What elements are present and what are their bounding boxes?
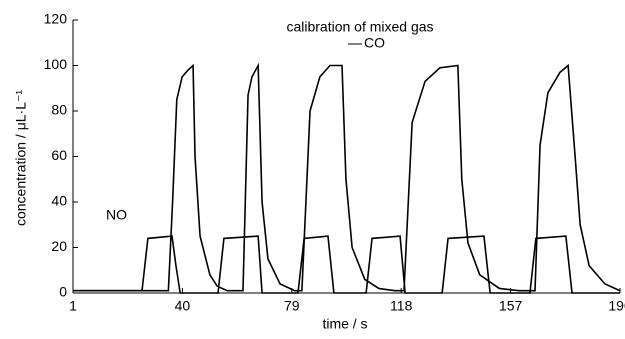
y-tick-label: 40 bbox=[51, 193, 67, 209]
x-tick-label: 40 bbox=[175, 298, 191, 314]
data-line bbox=[73, 235, 620, 294]
y-tick-label: 100 bbox=[44, 56, 68, 72]
y-tick-label: 20 bbox=[51, 238, 67, 254]
y-tick-label: 60 bbox=[51, 147, 67, 163]
x-tick-label: 79 bbox=[284, 298, 300, 314]
y-axis-label: concentration / μL·L⁻¹ bbox=[13, 90, 29, 226]
y-tick-label: 80 bbox=[51, 102, 67, 118]
x-tick-label: 157 bbox=[499, 298, 523, 314]
annotation: CO bbox=[364, 35, 385, 51]
y-tick-label: 0 bbox=[59, 284, 67, 300]
x-tick-label: 1 bbox=[69, 298, 77, 314]
data-line bbox=[73, 62, 621, 292]
y-tick-label: 120 bbox=[44, 11, 68, 27]
annotation: NO bbox=[106, 207, 127, 223]
x-axis-label: time / s bbox=[322, 316, 367, 332]
x-tick-label: 118 bbox=[390, 298, 413, 314]
x-tick-label: 196 bbox=[608, 298, 625, 314]
chart-title: calibration of mixed gas bbox=[286, 19, 433, 35]
